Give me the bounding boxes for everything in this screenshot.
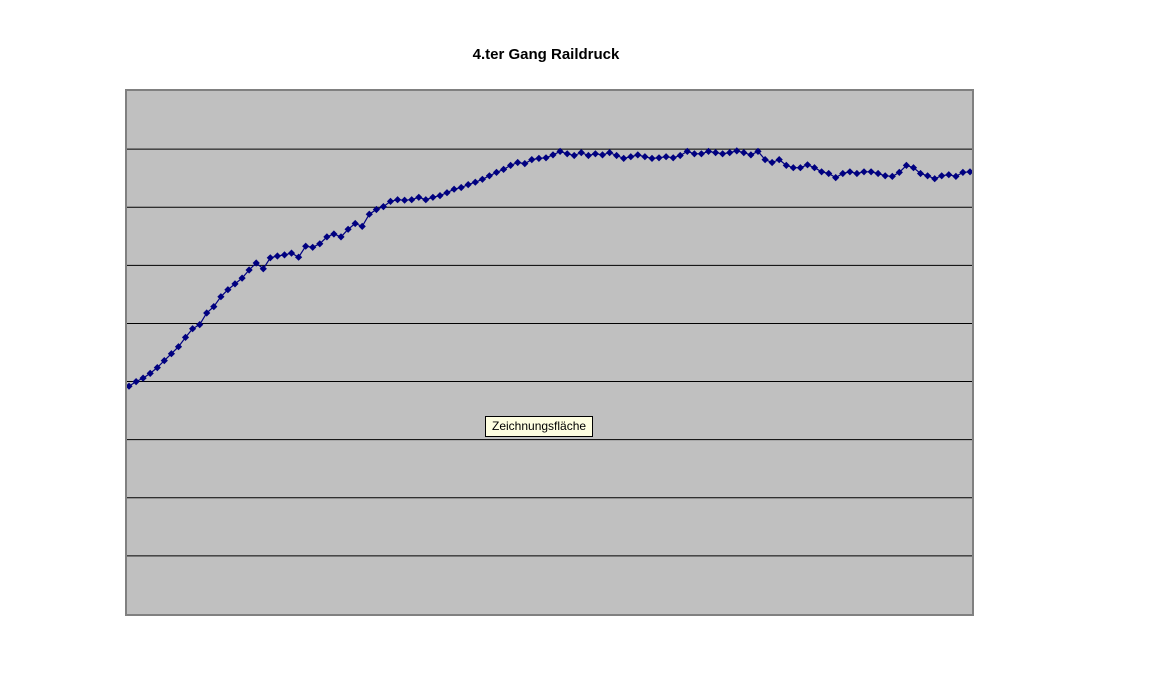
- plot-area-tooltip: Zeichnungsfläche: [485, 416, 594, 437]
- chart-title[interactable]: 4.ter Gang Raildruck: [472, 46, 620, 63]
- series-line: [128, 150, 971, 387]
- chart-canvas: [127, 147, 972, 557]
- series-diamond-markers: [127, 147, 972, 390]
- data-series[interactable]: [127, 147, 972, 390]
- plot-area[interactable]: [125, 89, 974, 616]
- gridlines: [127, 148, 972, 557]
